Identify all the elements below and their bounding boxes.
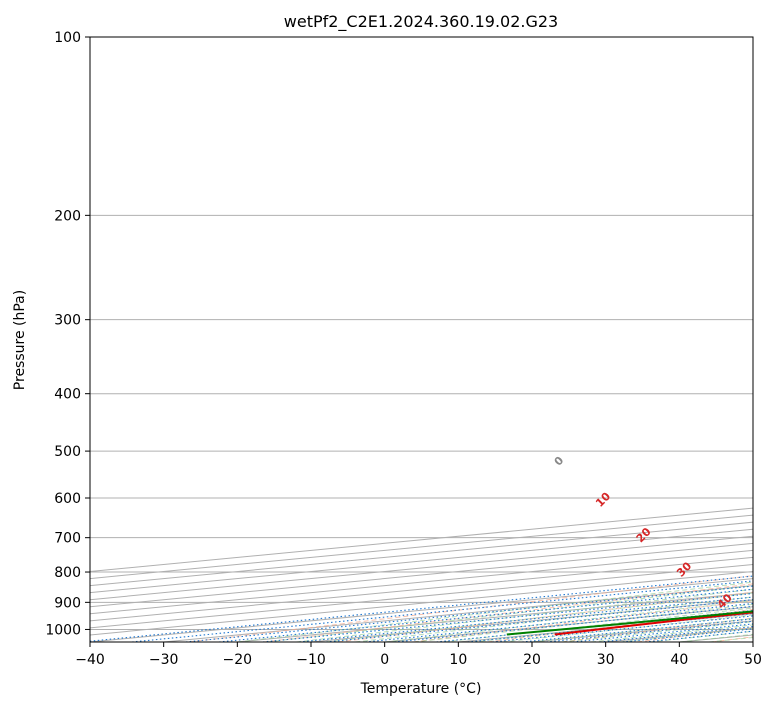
mixing-ratio-line <box>185 585 753 642</box>
moist-adiabat <box>473 611 753 642</box>
isotherm-line <box>679 634 753 642</box>
y-axis-title: Pressure (hPa) <box>12 290 28 390</box>
moist-adiabat <box>296 588 753 642</box>
dry-adiabat <box>188 575 753 642</box>
x-tick-label: 40 <box>670 652 688 668</box>
isotherm-line <box>90 514 753 580</box>
background-lines <box>90 37 753 642</box>
y-tick-label: 900 <box>54 595 81 611</box>
x-tick-label: −10 <box>296 652 326 668</box>
dry-adiabat <box>487 608 753 642</box>
moist-adiabat <box>384 600 753 642</box>
isotherm-line <box>605 627 753 642</box>
isotherm-line <box>90 528 753 594</box>
isotherm-line <box>90 535 753 601</box>
moist-adiabat-label: 30 <box>674 559 694 579</box>
y-tick-label: 500 <box>54 444 81 460</box>
x-axis-title: Temperature (°C) <box>360 681 482 697</box>
x-tick-label: −40 <box>75 652 105 668</box>
isotherm-line <box>458 613 753 642</box>
isotherm-line <box>90 556 753 622</box>
moist-adiabat <box>679 633 753 642</box>
x-tick-label: 0 <box>380 652 389 668</box>
isotherm-line <box>90 521 753 587</box>
isotherm-line <box>163 585 753 642</box>
isotherm-line <box>237 592 753 642</box>
chart-title: wetPf2_C2E1.2024.360.19.02.G23 <box>284 12 558 32</box>
y-tick-label: 800 <box>54 565 81 581</box>
x-tick-label: −20 <box>223 652 253 668</box>
x-tick-label: 10 <box>449 652 467 668</box>
x-tick-label: 30 <box>597 652 615 668</box>
moist-adiabat <box>414 603 753 642</box>
y-tick-label: 1000 <box>45 622 81 638</box>
moist-adiabat <box>561 621 753 642</box>
isotherm-line <box>90 571 753 636</box>
moist-adiabat <box>708 636 753 642</box>
isotherm-line <box>752 641 753 642</box>
isotherm-line <box>90 507 753 573</box>
line-labels: 0.10.20.40.611.52346810131620253036-100-… <box>552 454 735 612</box>
mixing-ratio-line <box>436 609 753 642</box>
moist-adiabat <box>266 585 753 642</box>
moist-adiabat <box>237 581 753 642</box>
moist-adiabat-label: 20 <box>634 525 654 545</box>
isotherm-line <box>384 606 753 642</box>
moist-adiabat <box>649 630 753 642</box>
y-tick-label: 100 <box>54 30 81 46</box>
y-tick-label: 300 <box>54 313 81 329</box>
isotherm-line <box>90 549 753 615</box>
x-tick-label: 50 <box>744 652 762 668</box>
moist-adiabat-label: 0 <box>552 454 567 469</box>
y-tick-label: 200 <box>54 208 81 224</box>
y-axis: 100 200 300 400 500 600 700 800 900 1000 <box>45 30 90 638</box>
moist-adiabat <box>620 627 753 642</box>
moist-adiabat <box>502 614 753 642</box>
x-axis: −40 −30 −20 −10 0 10 20 30 40 50 <box>75 642 762 668</box>
isotherm-line <box>531 620 753 642</box>
moist-adiabat <box>443 607 753 642</box>
moist-adiabat <box>531 617 753 642</box>
mixing-ratio-line <box>218 588 753 642</box>
x-tick-label: 20 <box>523 652 541 668</box>
y-tick-label: 600 <box>54 491 81 507</box>
x-tick-label: −30 <box>149 652 179 668</box>
mixing-ratio-line <box>131 580 753 642</box>
isotherm-line <box>90 542 753 608</box>
moist-adiabat <box>590 624 753 642</box>
isotherm-line <box>90 563 753 629</box>
dry-adiabat <box>636 626 753 642</box>
moist-adiabat-label: 10 <box>593 490 613 510</box>
moist-adiabat <box>355 596 753 642</box>
y-tick-label: 400 <box>54 387 81 403</box>
plot-frame <box>89 36 754 643</box>
dry-adiabat <box>338 591 753 642</box>
y-tick-label: 700 <box>54 531 81 547</box>
